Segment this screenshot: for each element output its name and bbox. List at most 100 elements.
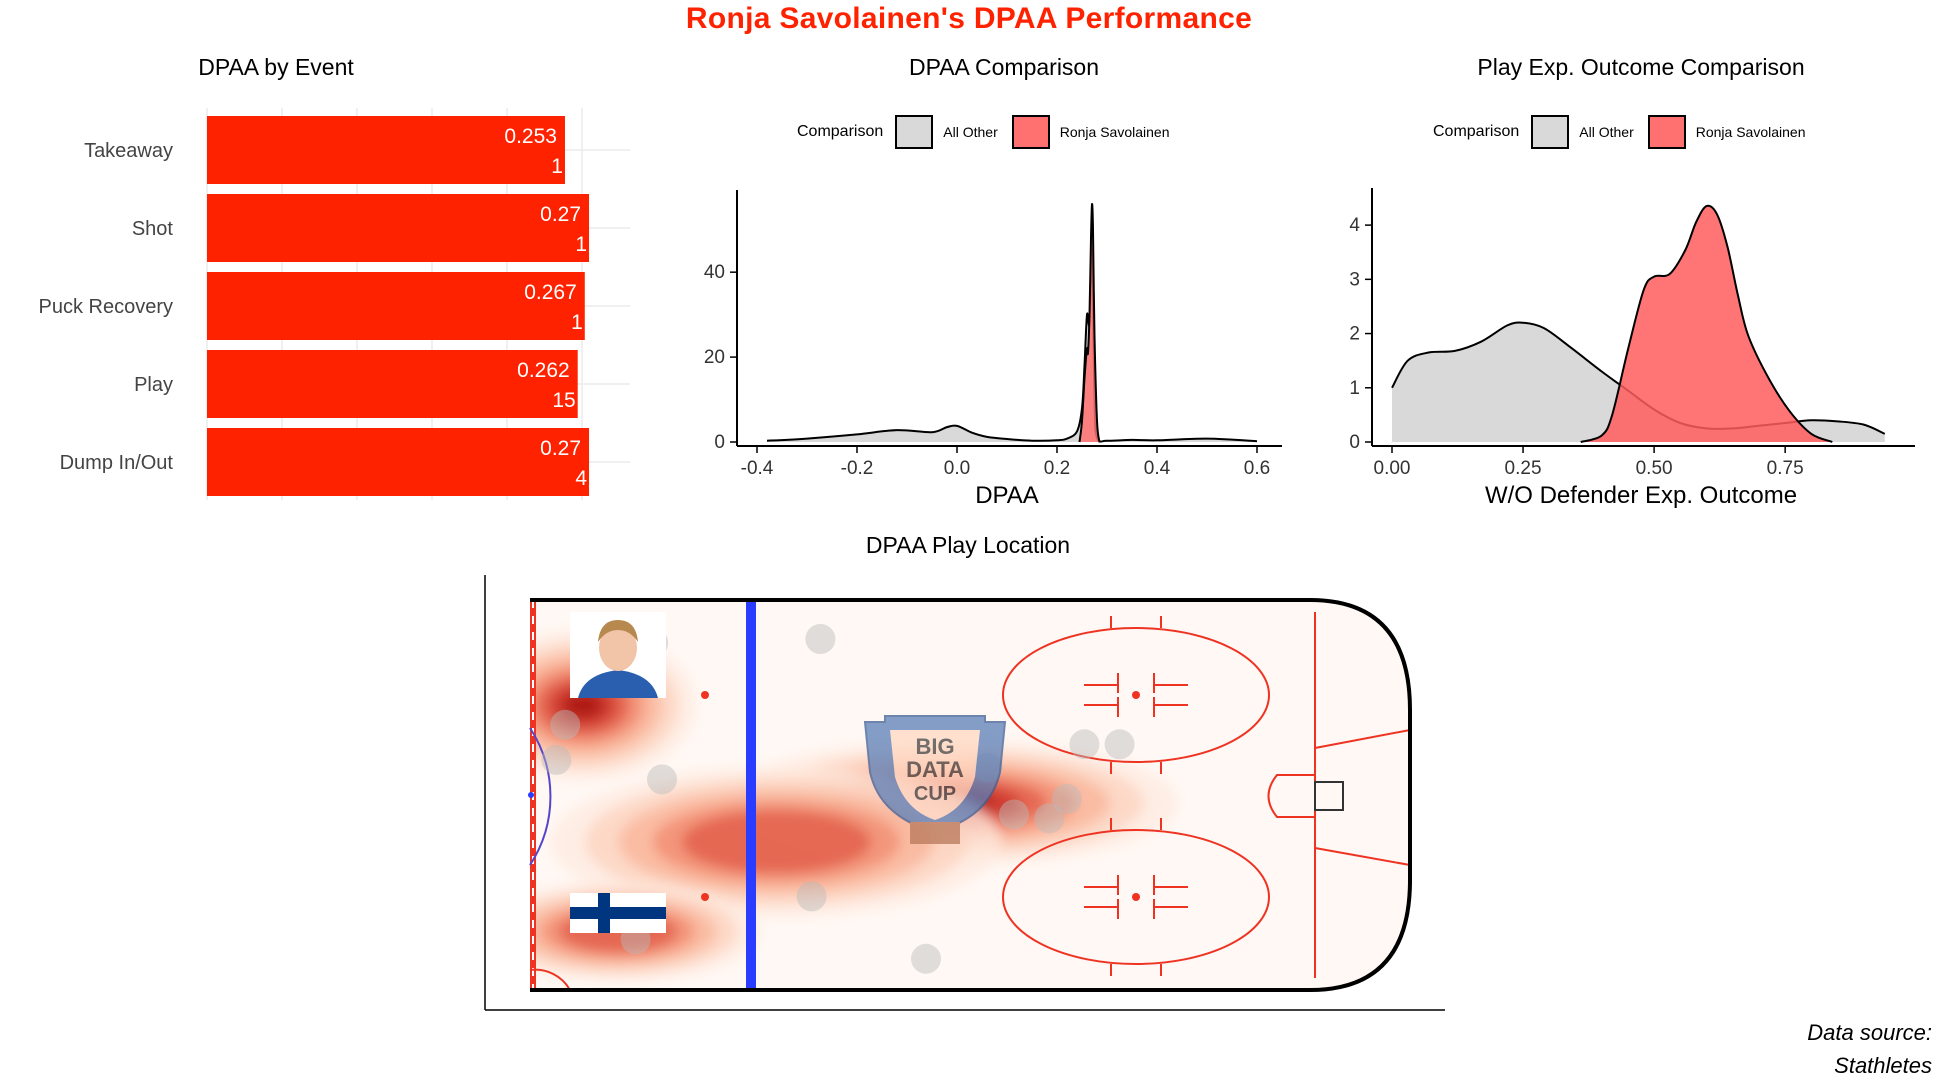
play-point [796,881,827,912]
density-chart: -0.4 -0.2 0.0 0.2 0.4 0.6 0 20 40 DPAA [704,190,1282,509]
play-point [999,799,1029,830]
legend-title: Comparison [797,123,884,140]
finland-flag-icon [570,893,666,933]
neutral-dot [701,691,709,699]
outcome-chart-title: Play Exp. Outcome Comparison [1477,54,1805,80]
y-tick-label: 0 [1349,432,1360,453]
bar-value-label: 0.27 [540,203,581,226]
density-chart-title: DPAA Comparison [908,54,1100,80]
play-point [1034,803,1065,834]
logo-inner [890,730,980,820]
density-line-player [1580,204,1833,443]
faceoff-dot [1132,691,1140,699]
density-area-player [1580,205,1833,442]
bar-category-label: Shot [132,218,174,240]
x-tick-label: 0.0 [944,458,970,479]
outcome-chart: 0.00 0.25 0.50 0.75 0 1 2 3 4 W/O Defender Exp. O… [1349,188,1915,509]
density-line-all-other [766,248,1258,443]
rink-boards [530,598,1412,992]
logo-text-cup: CUP [914,783,956,805]
source-note-line1: Data source: [1807,1020,1932,1045]
y-tick-label: 4 [1349,215,1360,236]
legend-key-player [1011,115,1050,149]
faceoff-dot [1132,893,1140,901]
outcome-legend: Comparison All Other Ronja Savolainen [1433,115,1819,149]
legend-title: Comparison [1433,123,1520,140]
logo-text-big: BIG [915,734,954,759]
y-tick-label: 0 [714,432,725,453]
bar-chart-title: DPAA by Event [198,54,354,80]
rink-markings [528,598,1412,992]
bar-count-label: 15 [552,389,575,412]
bar-count-label: 4 [575,467,587,490]
y-tick-label: 3 [1349,269,1360,290]
goal-net [1314,781,1344,811]
bar [207,116,565,184]
source-note-line2: Stathletes [1834,1053,1932,1078]
legend-label-player: Ronja Savolainen [1695,124,1806,140]
center-circle [529,727,552,866]
legend-key-all-other [1531,115,1570,149]
bar [207,272,585,340]
trapezoid-line [1314,729,1411,749]
bar-value-label: 0.27 [540,437,581,460]
x-axis-title: W/O Defender Exp. Outcome [1485,482,1797,509]
x-tick-label: -0.4 [741,458,774,479]
heat-contour [562,691,604,719]
faceoff-circle [1002,829,1270,965]
bar-category-label: Puck Recovery [39,296,174,318]
bar-count-label: 1 [571,311,583,334]
bar-value-label: 0.253 [504,125,557,148]
legend-label-all-other: All Other [943,124,998,140]
x-tick-label: 0.4 [1144,458,1171,479]
trapezoid-line [1314,847,1411,866]
density-line-player [1078,202,1101,443]
flag-cross-horizontal [570,907,666,919]
page-title: Ronja Savolainen's DPAA Performance [685,2,1253,35]
x-axis-title: DPAA [975,482,1039,509]
play-point [541,744,572,775]
play-point [647,764,677,795]
faceoff-circle [1002,627,1270,763]
bar-count-label: 1 [575,233,587,256]
heat-contour [681,810,872,874]
neutral-dot [701,893,709,901]
y-tick-label: 2 [1349,324,1360,345]
goal-crease [1267,774,1315,818]
x-tick-label: 0.75 [1767,458,1804,479]
logo-text-data: DATA [906,757,964,782]
play-point [1051,783,1082,814]
rink-chart-title: DPAA Play Location [865,532,1071,558]
x-tick-label: 0.2 [1044,458,1070,479]
logo-base [910,822,960,844]
y-tick-label: 20 [704,347,725,368]
center-dot [528,792,534,798]
player-photo-icon [570,612,666,698]
density-area-all-other [1392,322,1885,442]
x-tick-label: 0.25 [1505,458,1542,479]
ref-crease [529,968,571,991]
x-tick-label: 0.50 [1636,458,1673,479]
legend-key-all-other [895,115,934,149]
play-point [1104,729,1135,760]
bar-chart: Takeaway 0.253 1 Shot 0.27 1 Puck Recovery 0.26… [39,108,630,500]
source-note: Data source: Stathletes [1807,1016,1932,1082]
bar-category-label: Play [134,374,173,396]
photo-jersey [578,670,658,698]
play-point [911,943,941,974]
legend-label-all-other: All Other [1579,124,1634,140]
density-legend: Comparison All Other Ronja Savolainen [797,115,1183,149]
play-point [805,624,836,654]
blue-line [746,600,756,990]
bar-count-label: 1 [551,155,563,178]
y-tick-label: 40 [704,262,725,283]
bar-category-label: Dump In/Out [60,452,174,474]
photo-hair [598,620,638,642]
bar [207,350,578,418]
play-point [1069,729,1100,760]
x-tick-label: 0.00 [1374,458,1411,479]
bar [207,194,590,262]
density-area-all-other [767,249,1257,442]
x-tick-label: -0.2 [841,458,874,479]
